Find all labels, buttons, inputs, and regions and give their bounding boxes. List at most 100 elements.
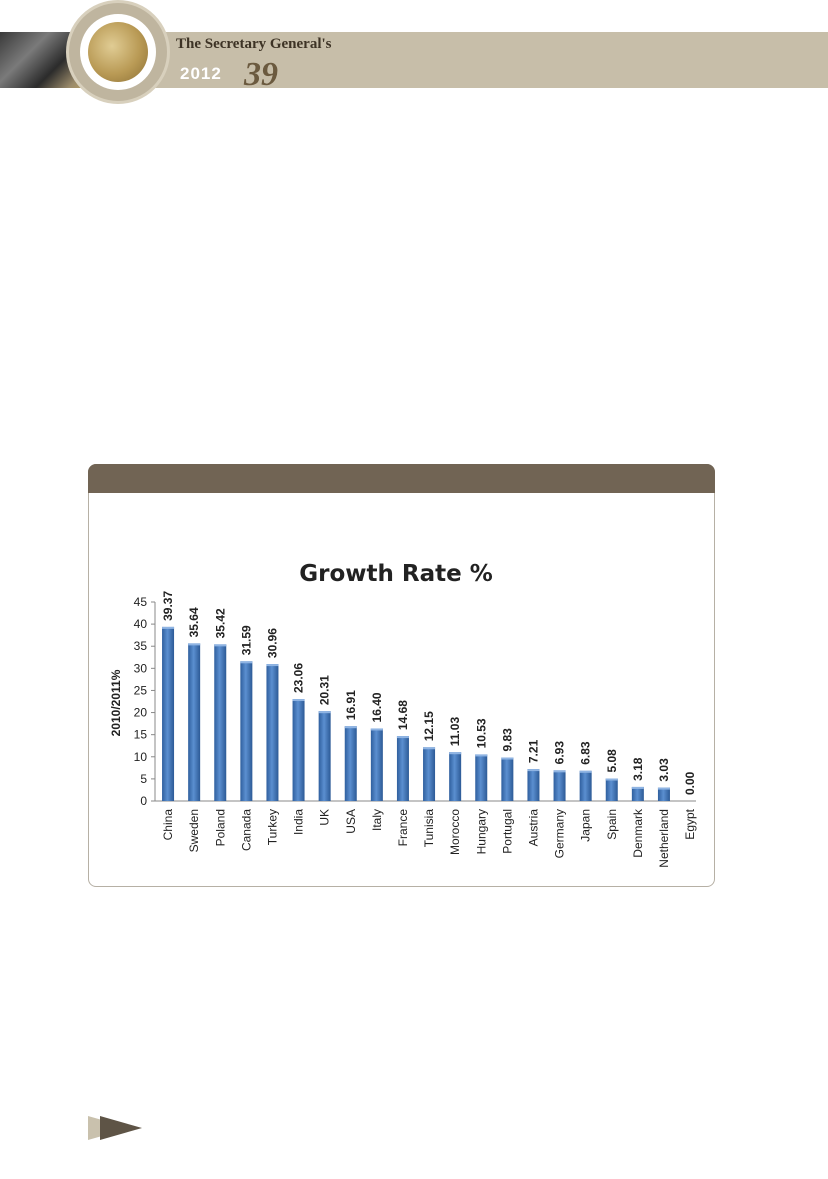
bar-india <box>292 699 305 801</box>
bar-cap <box>449 752 462 755</box>
value-label: 30.96 <box>265 628 279 658</box>
bar-cap <box>423 747 436 750</box>
bar-sweden <box>188 643 201 801</box>
chart-title: Growth Rate % <box>299 561 493 587</box>
bar-tunisia <box>423 747 436 801</box>
category-label: UK <box>318 809 332 826</box>
chart-panel-title-bar <box>88 464 715 493</box>
category-label: Canada <box>239 809 253 851</box>
category-label: Netherland <box>657 809 671 868</box>
bar-cap <box>240 661 253 664</box>
y-ticks: 0 5 10 15 20 25 30 35 40 45 <box>134 595 155 808</box>
header-title: The Secretary General's <box>176 36 332 52</box>
bar-cap <box>162 626 175 629</box>
category-label: Hungary <box>474 809 488 854</box>
value-label: 3.18 <box>631 757 645 781</box>
category-label: Denmark <box>631 808 645 858</box>
value-label: 0.00 <box>683 771 697 795</box>
bar-cap <box>344 726 357 729</box>
bar-austria <box>527 769 540 801</box>
globe-icon <box>88 22 148 82</box>
bar-netherland <box>657 787 670 801</box>
y-tick-label: 5 <box>140 772 147 786</box>
next-page-arrow-icon[interactable] <box>86 1114 146 1142</box>
value-label: 6.83 <box>579 741 593 765</box>
value-label: 6.93 <box>553 741 567 765</box>
value-label: 39.37 <box>161 591 175 621</box>
bar-usa <box>344 726 357 801</box>
category-label: Sweden <box>187 809 201 852</box>
value-label: 31.59 <box>239 625 253 655</box>
value-label: 12.15 <box>422 711 436 741</box>
value-label: 20.31 <box>318 675 332 705</box>
header-edition: 39 <box>244 56 278 93</box>
value-label: 3.03 <box>657 758 671 782</box>
category-labels: China Sweden Poland Canada Turkey India UK USA I… <box>161 808 697 868</box>
bar-hungary <box>475 754 488 801</box>
y-tick-label: 20 <box>134 706 148 720</box>
bars <box>162 626 670 801</box>
value-label: 23.06 <box>292 663 306 693</box>
y-tick-label: 45 <box>134 595 148 609</box>
bar-germany <box>553 770 566 801</box>
category-label: USA <box>344 809 358 834</box>
bar-cap <box>527 769 540 772</box>
value-label: 14.68 <box>396 700 410 730</box>
bar-canada <box>240 661 253 801</box>
bar-cap <box>475 754 488 757</box>
bar-cap <box>657 787 670 790</box>
category-label: India <box>292 809 306 835</box>
category-label: Tunisia <box>422 809 436 848</box>
bar-cap <box>292 699 305 702</box>
bar-cap <box>553 770 566 773</box>
category-label: Italy <box>370 809 384 831</box>
y-tick-label: 0 <box>140 794 147 808</box>
bar-japan <box>579 770 592 801</box>
y-tick-label: 25 <box>134 683 148 697</box>
category-label: Japan <box>579 809 593 842</box>
category-label: Portugal <box>500 809 514 854</box>
value-label: 9.83 <box>500 728 514 752</box>
value-labels: 39.37 35.64 35.42 31.59 30.96 23.06 20.31 16.91… <box>161 591 697 795</box>
bar-cap <box>188 643 201 646</box>
bar-cap <box>214 644 227 647</box>
y-tick-label: 30 <box>134 661 148 675</box>
value-label: 16.40 <box>370 692 384 722</box>
y-tick-label: 15 <box>134 728 148 742</box>
bar-cap <box>501 757 514 760</box>
y-tick-label: 40 <box>134 617 148 631</box>
bar-cap <box>579 770 592 773</box>
bar-cap <box>370 728 383 731</box>
bar-cap <box>605 778 618 781</box>
y-tick-label: 10 <box>134 750 148 764</box>
bar-denmark <box>631 786 644 801</box>
value-label: 35.42 <box>213 608 227 638</box>
value-label: 11.03 <box>448 717 462 747</box>
bar-cap <box>631 786 644 789</box>
bar-cap <box>318 711 331 714</box>
category-label: China <box>161 809 175 841</box>
bar-turkey <box>266 664 279 801</box>
category-label: Spain <box>605 809 619 840</box>
bar-poland <box>214 644 227 801</box>
header-year: 2012 <box>180 64 222 83</box>
y-axis-label: 2010/2011% <box>109 669 123 736</box>
bar-china <box>162 626 175 801</box>
value-label: 5.08 <box>605 749 619 773</box>
bar-cap <box>266 664 279 667</box>
bar-uk <box>318 711 331 801</box>
category-label: Poland <box>213 809 227 846</box>
bar-cap <box>396 736 409 739</box>
category-label: Germany <box>553 809 567 858</box>
value-label: 10.53 <box>474 718 488 748</box>
bar-italy <box>370 728 383 801</box>
bar-morocco <box>449 752 462 801</box>
category-label: France <box>396 809 410 847</box>
category-label: Morocco <box>448 809 462 855</box>
category-label: Turkey <box>265 809 279 845</box>
bar-portugal <box>501 757 514 801</box>
category-label: Austria <box>526 809 540 847</box>
value-label: 35.64 <box>187 607 201 637</box>
y-tick-label: 35 <box>134 639 148 653</box>
